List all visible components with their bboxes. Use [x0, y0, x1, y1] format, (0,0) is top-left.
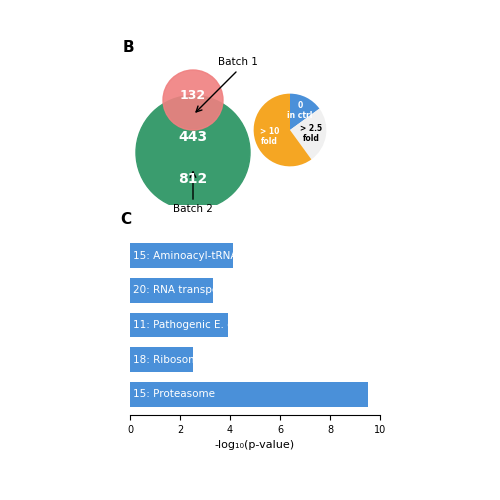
Text: 812: 812 — [178, 172, 208, 186]
Bar — [130, 243, 232, 268]
Bar — [130, 382, 368, 407]
X-axis label: -log₁₀(p-value): -log₁₀(p-value) — [215, 440, 295, 450]
Text: 15: Proteasome: 15: Proteasome — [133, 390, 215, 400]
Text: Batch 1: Batch 1 — [218, 58, 258, 68]
Wedge shape — [290, 108, 327, 160]
Text: 15: Aminoacyl-tRNA biosynthesis: 15: Aminoacyl-tRNA biosynthesis — [133, 250, 306, 260]
Circle shape — [136, 96, 250, 210]
Bar — [130, 347, 192, 372]
Text: 0
in ctrl: 0 in ctrl — [287, 101, 312, 120]
Circle shape — [163, 70, 223, 130]
Bar — [130, 278, 212, 303]
Text: 18: Ribosome: 18: Ribosome — [133, 354, 204, 364]
Text: > 2.5
fold: > 2.5 fold — [300, 124, 322, 143]
Text: B: B — [122, 40, 134, 55]
Text: 11: Pathogenic E. coli infection: 11: Pathogenic E. coli infection — [133, 320, 294, 330]
Text: 20: RNA transport: 20: RNA transport — [133, 286, 227, 296]
Text: 132: 132 — [180, 89, 206, 102]
Text: C: C — [120, 212, 131, 227]
Wedge shape — [254, 94, 312, 166]
Bar — [130, 312, 228, 338]
Text: Batch 2: Batch 2 — [173, 204, 213, 214]
Wedge shape — [290, 94, 320, 130]
Text: 443: 443 — [178, 130, 208, 144]
Text: > 10
fold: > 10 fold — [260, 127, 279, 146]
